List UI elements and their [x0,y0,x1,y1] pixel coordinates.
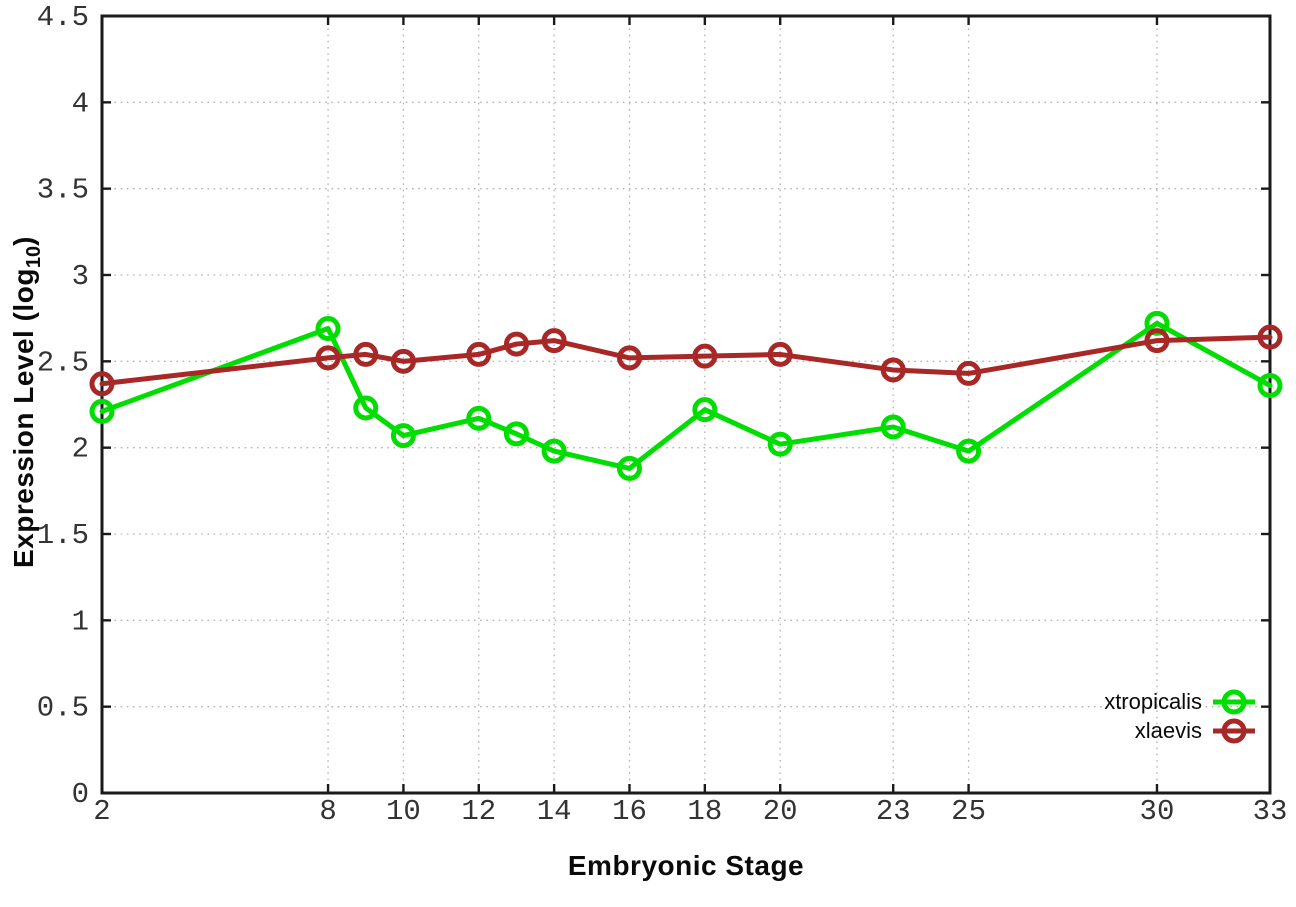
series-line-xtropicalis [99,320,1273,471]
x-tick-label: 14 [537,795,572,828]
y-tick-label: 3.5 [37,174,89,207]
data-point-xlaevis-stage-18 [692,343,718,369]
data-point-xtropicalis-stage-13 [503,421,529,447]
legend-item-xlaevis: xlaevis [1135,716,1257,745]
data-point-xtropicalis-stage-16 [616,455,642,481]
legend: xtropicalis xlaevis [1104,687,1257,745]
data-point-xlaevis-stage-20 [767,341,793,367]
y-tick-label: 3 [72,260,89,293]
y-axis-title-text: Expression Level (log [8,268,39,568]
legend-marker-xlaevis [1213,718,1255,743]
data-point-xtropicalis-stage-10 [390,423,416,449]
data-point-xlaevis-stage-13 [503,331,529,357]
data-point-xlaevis-stage-9 [353,341,379,367]
x-tick-label: 23 [876,795,911,828]
data-point-xtropicalis-stage-30 [1144,310,1170,336]
data-point-xlaevis-stage-14 [541,328,567,354]
y-axis-title-close: ) [8,236,39,246]
series-line-xlaevis [99,334,1273,387]
x-tick-label: 12 [461,795,496,828]
data-point-xlaevis-stage-25 [956,360,982,386]
data-point-xtropicalis-stage-33 [1257,373,1283,399]
data-point-xtropicalis-stage-23 [880,414,906,440]
y-tick-label: 0 [72,778,89,811]
legend-item-xtropicalis: xtropicalis [1104,687,1257,716]
data-point-xlaevis-stage-30 [1144,328,1170,354]
data-point-xlaevis-stage-12 [466,341,492,367]
x-tick-label: 33 [1253,795,1288,828]
data-point-xtropicalis-stage-9 [353,395,379,421]
data-point-xlaevis-stage-8 [315,345,341,371]
data-point-xtropicalis-stage-25 [956,438,982,464]
y-tick-label: 0.5 [37,692,89,725]
data-point-xtropicalis-stage-20 [767,431,793,457]
x-tick-label: 10 [386,795,421,828]
y-tick-label: 4 [72,87,89,120]
data-point-xlaevis-stage-16 [616,345,642,371]
data-point-xtropicalis-stage-2 [89,398,115,424]
data-point-xlaevis-stage-23 [880,357,906,383]
data-point-xlaevis-stage-10 [390,348,416,374]
data-point-xtropicalis-stage-18 [692,397,718,423]
y-tick-label: 2 [72,433,89,466]
data-point-xtropicalis-stage-8 [315,316,341,342]
x-tick-label: 8 [319,795,336,828]
data-point-xtropicalis-stage-14 [541,438,567,464]
y-axis-title-subscript: 10 [23,245,45,269]
x-tick-label: 18 [687,795,722,828]
y-tick-label: 1.5 [37,519,89,552]
legend-label-xlaevis: xlaevis [1134,717,1202,743]
x-tick-label: 16 [612,795,647,828]
data-point-xlaevis-stage-2 [89,371,115,397]
x-tick-label: 30 [1140,795,1175,828]
plot-border [100,14,1272,795]
data-point-xlaevis-stage-33 [1257,324,1283,350]
x-tick-label: 20 [763,795,798,828]
legend-label-xtropicalis: xtropicalis [1104,688,1202,714]
x-tick-label: 2 [93,795,110,828]
y-tick-label: 4.5 [37,1,89,34]
y-tick-label: 2.5 [37,346,89,379]
x-axis-title: Embryonic Stage [567,850,805,881]
y-tick-label: 1 [72,605,89,638]
y-axis-title: Expression Level (log10) [8,236,46,568]
x-tick-label: 25 [951,795,986,828]
data-point-xtropicalis-stage-12 [466,405,492,431]
legend-marker-xtropicalis [1213,689,1255,714]
